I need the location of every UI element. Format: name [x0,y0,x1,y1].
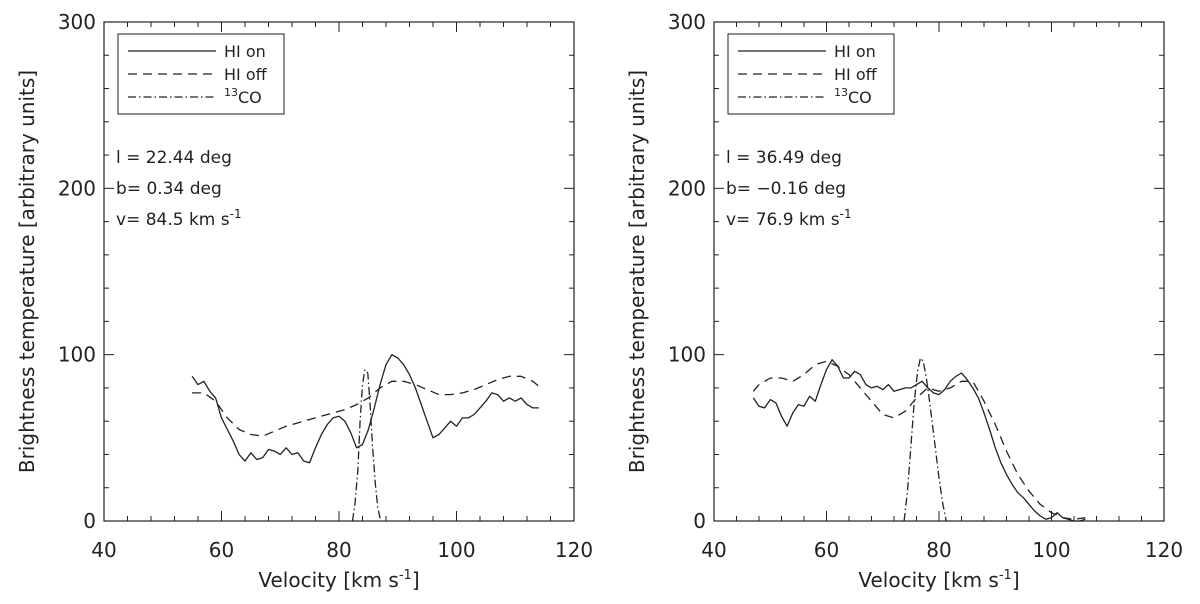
y-tick-label: 100 [668,343,706,367]
x-axis-label: Velocity [km s-1] [258,568,419,592]
annotation-longitude: l = 36.49 deg [726,148,842,168]
legend-label: 13CO [834,86,872,107]
x-tick-label: 100 [1032,538,1070,562]
chart-panel-1: 40 60 80 100 120 0 100 200 300 Velocity [km s-1] B… [15,10,593,592]
x-tick-label: 60 [209,538,234,562]
series-line-dashed [192,375,540,437]
x-tick-label: 120 [555,538,593,562]
series-line-dashdot [903,357,947,522]
legend-label: HI off [224,65,268,84]
annotation-velocity: v= 76.9 km s-1 [726,207,852,230]
x-tick-label: 60 [814,538,839,562]
y-tick-label: 200 [58,176,96,200]
annotation-longitude: l = 22.44 deg [116,148,232,168]
y-tick-label: 0 [83,509,96,533]
y-tick-label: 100 [58,343,96,367]
y-tick-label: 300 [58,10,96,34]
annotation-latitude: b= −0.16 deg [726,179,846,199]
legend: HI on HI off 13CO [727,33,895,115]
legend: HI on HI off 13CO [117,33,285,115]
legend-label: HI off [834,65,878,84]
x-tick-label: 40 [91,538,116,562]
y-tick-label: 200 [668,176,706,200]
annotation-latitude: b= 0.34 deg [116,179,222,199]
series-line-dashed [752,360,1086,520]
series-line-solid [191,354,539,464]
y-axis-label: Brightness temperature [arbitrary units] [625,70,649,473]
x-tick-label: 100 [437,538,475,562]
chart-panel-2: 40 60 80 100 120 0 100 200 300 Velocity [km s-1] B… [625,10,1183,592]
series-line-solid [752,359,1086,522]
y-tick-label: 300 [668,10,706,34]
y-tick-label: 0 [693,509,706,533]
legend-label: 13CO [224,86,262,107]
y-axis-label: Brightness temperature [arbitrary units] [15,70,39,473]
legend-label: HI on [834,42,876,61]
annotation-velocity: v= 84.5 km s-1 [116,207,242,230]
x-tick-label: 120 [1145,538,1183,562]
legend-label: HI on [224,42,266,61]
x-tick-label: 40 [701,538,726,562]
x-tick-label: 80 [326,538,351,562]
x-tick-label: 80 [926,538,951,562]
x-axis-label: Velocity [km s-1] [858,568,1019,592]
series-line-dashdot [351,368,382,522]
